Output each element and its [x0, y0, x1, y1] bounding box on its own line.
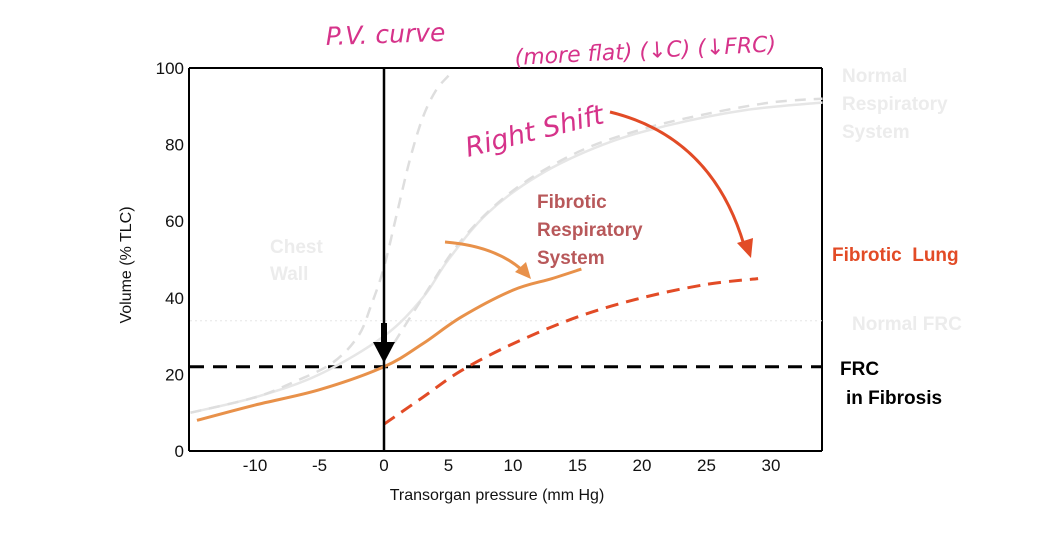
fibrotic-rs-line-3: System	[537, 248, 605, 269]
tick-labels: -10 -5 0 5 10 15 20 25 30 0 20 40 60 80 100	[156, 59, 781, 475]
fibrotic-rs-line-2: Respiratory	[537, 220, 643, 241]
reference-lines	[190, 320, 822, 369]
x-tick-label: -5	[312, 456, 327, 475]
y-tick-label: 60	[165, 212, 184, 231]
normal-rs-line-1: Normal	[842, 66, 907, 87]
right-shift-annotation: Right Shift	[462, 99, 608, 164]
fibrotic-lung-arrowhead	[737, 238, 753, 258]
y-tick-label: 40	[165, 289, 184, 308]
fibrotic-lung-arrow	[609, 110, 746, 246]
series-group	[190, 74, 823, 426]
x-tick-label: 30	[762, 456, 781, 475]
y-axis-title: Volume (% TLC)	[118, 206, 135, 323]
y-tick-label: 100	[156, 59, 184, 78]
chest-wall-curve	[190, 74, 450, 414]
normal-frc-label: Normal FRC	[852, 314, 962, 335]
fibrotic-rs-line-1: Fibrotic	[537, 192, 607, 213]
normal-rs-line-2: Respiratory	[842, 94, 948, 115]
y-tick-label: 20	[165, 365, 184, 384]
more-flat-annotation: (more flat) (↓C) (↓FRC)	[514, 32, 777, 71]
fibrotic-rs-arrow	[444, 240, 523, 272]
fibrotic-lung-curve	[383, 277, 759, 426]
y-tick-label: 80	[165, 136, 184, 155]
y-tick-label: 0	[175, 442, 184, 461]
frc-fibrosis-label: FRC in Fibrosis	[840, 359, 942, 409]
x-tick-label: 15	[568, 456, 587, 475]
chest-wall-line-1: Chest	[270, 237, 323, 258]
chest-wall-label: Chest Wall	[270, 237, 328, 285]
frc-arrowhead-black	[373, 342, 395, 363]
arrows	[373, 110, 753, 363]
x-tick-label: 25	[697, 456, 716, 475]
x-axis-title: Transorgan pressure (mm Hg)	[390, 487, 605, 504]
normal-rs-line-3: System	[842, 122, 910, 143]
fibrotic-rs-label: Fibrotic Respiratory System	[537, 192, 648, 269]
fibrotic-lung-label: Fibrotic Lung	[832, 245, 959, 266]
frc-fibrosis-line-1: FRC	[840, 359, 879, 380]
x-tick-label: 10	[504, 456, 523, 475]
chest-wall-line-2: Wall	[270, 264, 308, 285]
normal-rs-label: Normal Respiratory System	[842, 66, 953, 143]
pv-curve-annotation: P.V. curve	[325, 18, 446, 51]
frc-fibrosis-line-2: in Fibrosis	[846, 388, 942, 409]
x-tick-label: 20	[633, 456, 652, 475]
fibrotic-rs-arrowhead	[515, 262, 531, 279]
normal-lung-curve	[382, 97, 823, 360]
x-tick-label: 0	[379, 456, 388, 475]
fibrotic-respiratory-system-curve	[196, 267, 582, 422]
x-tick-label: -10	[243, 456, 268, 475]
x-tick-label: 5	[444, 456, 453, 475]
